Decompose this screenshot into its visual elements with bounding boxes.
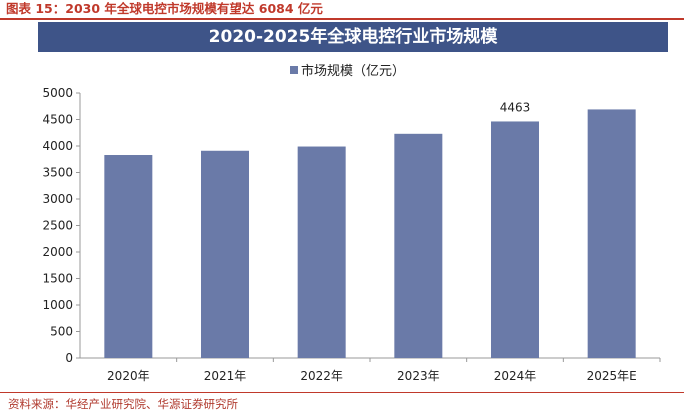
y-tick-label: 1000 bbox=[42, 298, 73, 312]
x-tick-label: 2025年E bbox=[587, 369, 637, 383]
data-label: 4463 bbox=[500, 100, 531, 114]
chart-title: 2020-2025年全球电控行业市场规模 bbox=[38, 22, 668, 52]
bar bbox=[491, 121, 539, 358]
y-tick-label: 4500 bbox=[42, 113, 73, 127]
y-tick-label: 0 bbox=[65, 351, 73, 365]
title-divider bbox=[0, 18, 684, 20]
legend-swatch bbox=[290, 66, 298, 74]
y-tick-label: 4000 bbox=[42, 139, 73, 153]
bar bbox=[104, 155, 153, 358]
x-tick-label: 2022年 bbox=[300, 369, 343, 383]
y-tick-label: 500 bbox=[50, 325, 73, 339]
legend-label: 市场规模（亿元） bbox=[301, 63, 405, 79]
y-tick-label: 2500 bbox=[42, 219, 73, 233]
bar bbox=[297, 146, 346, 358]
y-tick-label: 1500 bbox=[42, 272, 73, 286]
x-tick-label: 2021年 bbox=[204, 369, 247, 383]
bar bbox=[394, 133, 443, 358]
x-tick-label: 2024年 bbox=[494, 369, 537, 383]
source-divider bbox=[0, 392, 684, 393]
x-tick-label: 2020年 bbox=[107, 369, 150, 383]
figure-title: 图表 15：2030 年全球电控市场规模有望达 6084 亿元 bbox=[6, 1, 323, 16]
bar-chart: 市场规模（亿元） 0 500 1000 1500 2000 2500 3000 3500 4000… bbox=[42, 63, 661, 383]
y-tick-label: 3000 bbox=[42, 192, 73, 206]
y-tick-label: 2000 bbox=[42, 245, 73, 259]
y-tick-label: 5000 bbox=[42, 86, 73, 100]
x-tick-label: 2023年 bbox=[397, 369, 440, 383]
source-note: 资料来源：华经产业研究院、华源证券研究所 bbox=[8, 397, 238, 411]
y-tick-label: 3500 bbox=[42, 166, 73, 180]
bar bbox=[587, 109, 636, 359]
bar bbox=[201, 150, 249, 358]
